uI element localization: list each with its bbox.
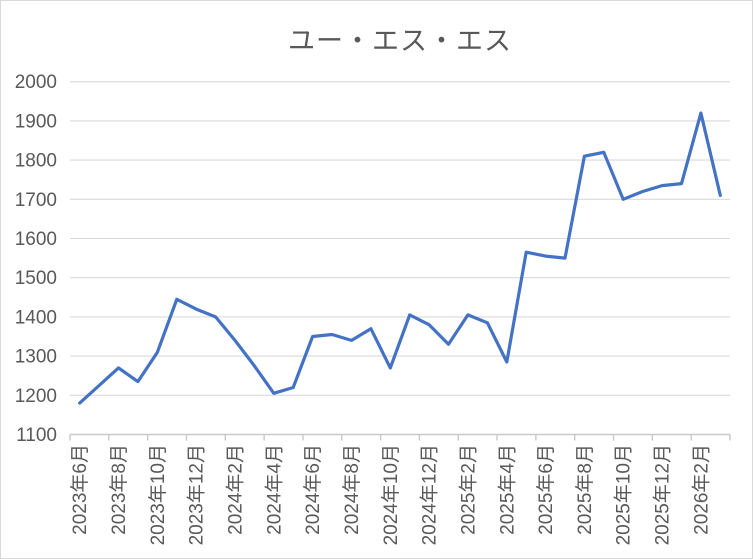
y-axis-tick-label: 1300 [15,347,57,368]
x-axis-tick-label: 2025年8月 [574,444,596,535]
x-axis-tick-label: 2023年6月 [69,444,91,535]
x-axis-tick-label: 2024年2月 [225,444,247,535]
y-axis-tick-label: 1100 [16,425,57,446]
x-axis-tick-label: 2024年10月 [380,444,402,545]
x-axis-tick-label: 2025年4月 [496,444,518,535]
x-axis-tick-label: 2024年12月 [419,444,441,545]
y-axis-tick-label: 1800 [15,151,57,172]
y-axis-tick-label: 1900 [15,111,57,132]
x-axis-tick-label: 2024年8月 [341,444,363,535]
x-axis-tick-label: 2023年8月 [108,444,130,535]
y-axis-tick-label: 1600 [15,229,57,250]
y-axis-tick-label: 1500 [15,268,57,289]
x-axis-tick-label: 2024年6月 [302,444,324,535]
x-axis-tick-label: 2025年10月 [613,444,635,545]
y-axis-tick-label: 1200 [15,386,57,407]
y-axis-tick-label: 1700 [15,190,57,211]
y-axis-tick-label: 2000 [15,72,57,93]
x-axis-tick-label: 2024年4月 [263,444,285,535]
x-axis-tick-label: 2023年10月 [147,444,169,545]
series-line [78,111,722,405]
x-axis-tick-label: 2023年12月 [186,444,208,545]
x-axis-tick-label: 2025年12月 [652,444,674,545]
y-axis-tick-label: 1400 [15,307,57,328]
x-axis-tick-label: 2025年2月 [457,444,479,535]
x-axis-tick-label: 2025年6月 [535,444,557,535]
chart-title: ユー・エス・エス [288,26,512,56]
x-axis-tick-label: 2026年2月 [690,444,712,535]
